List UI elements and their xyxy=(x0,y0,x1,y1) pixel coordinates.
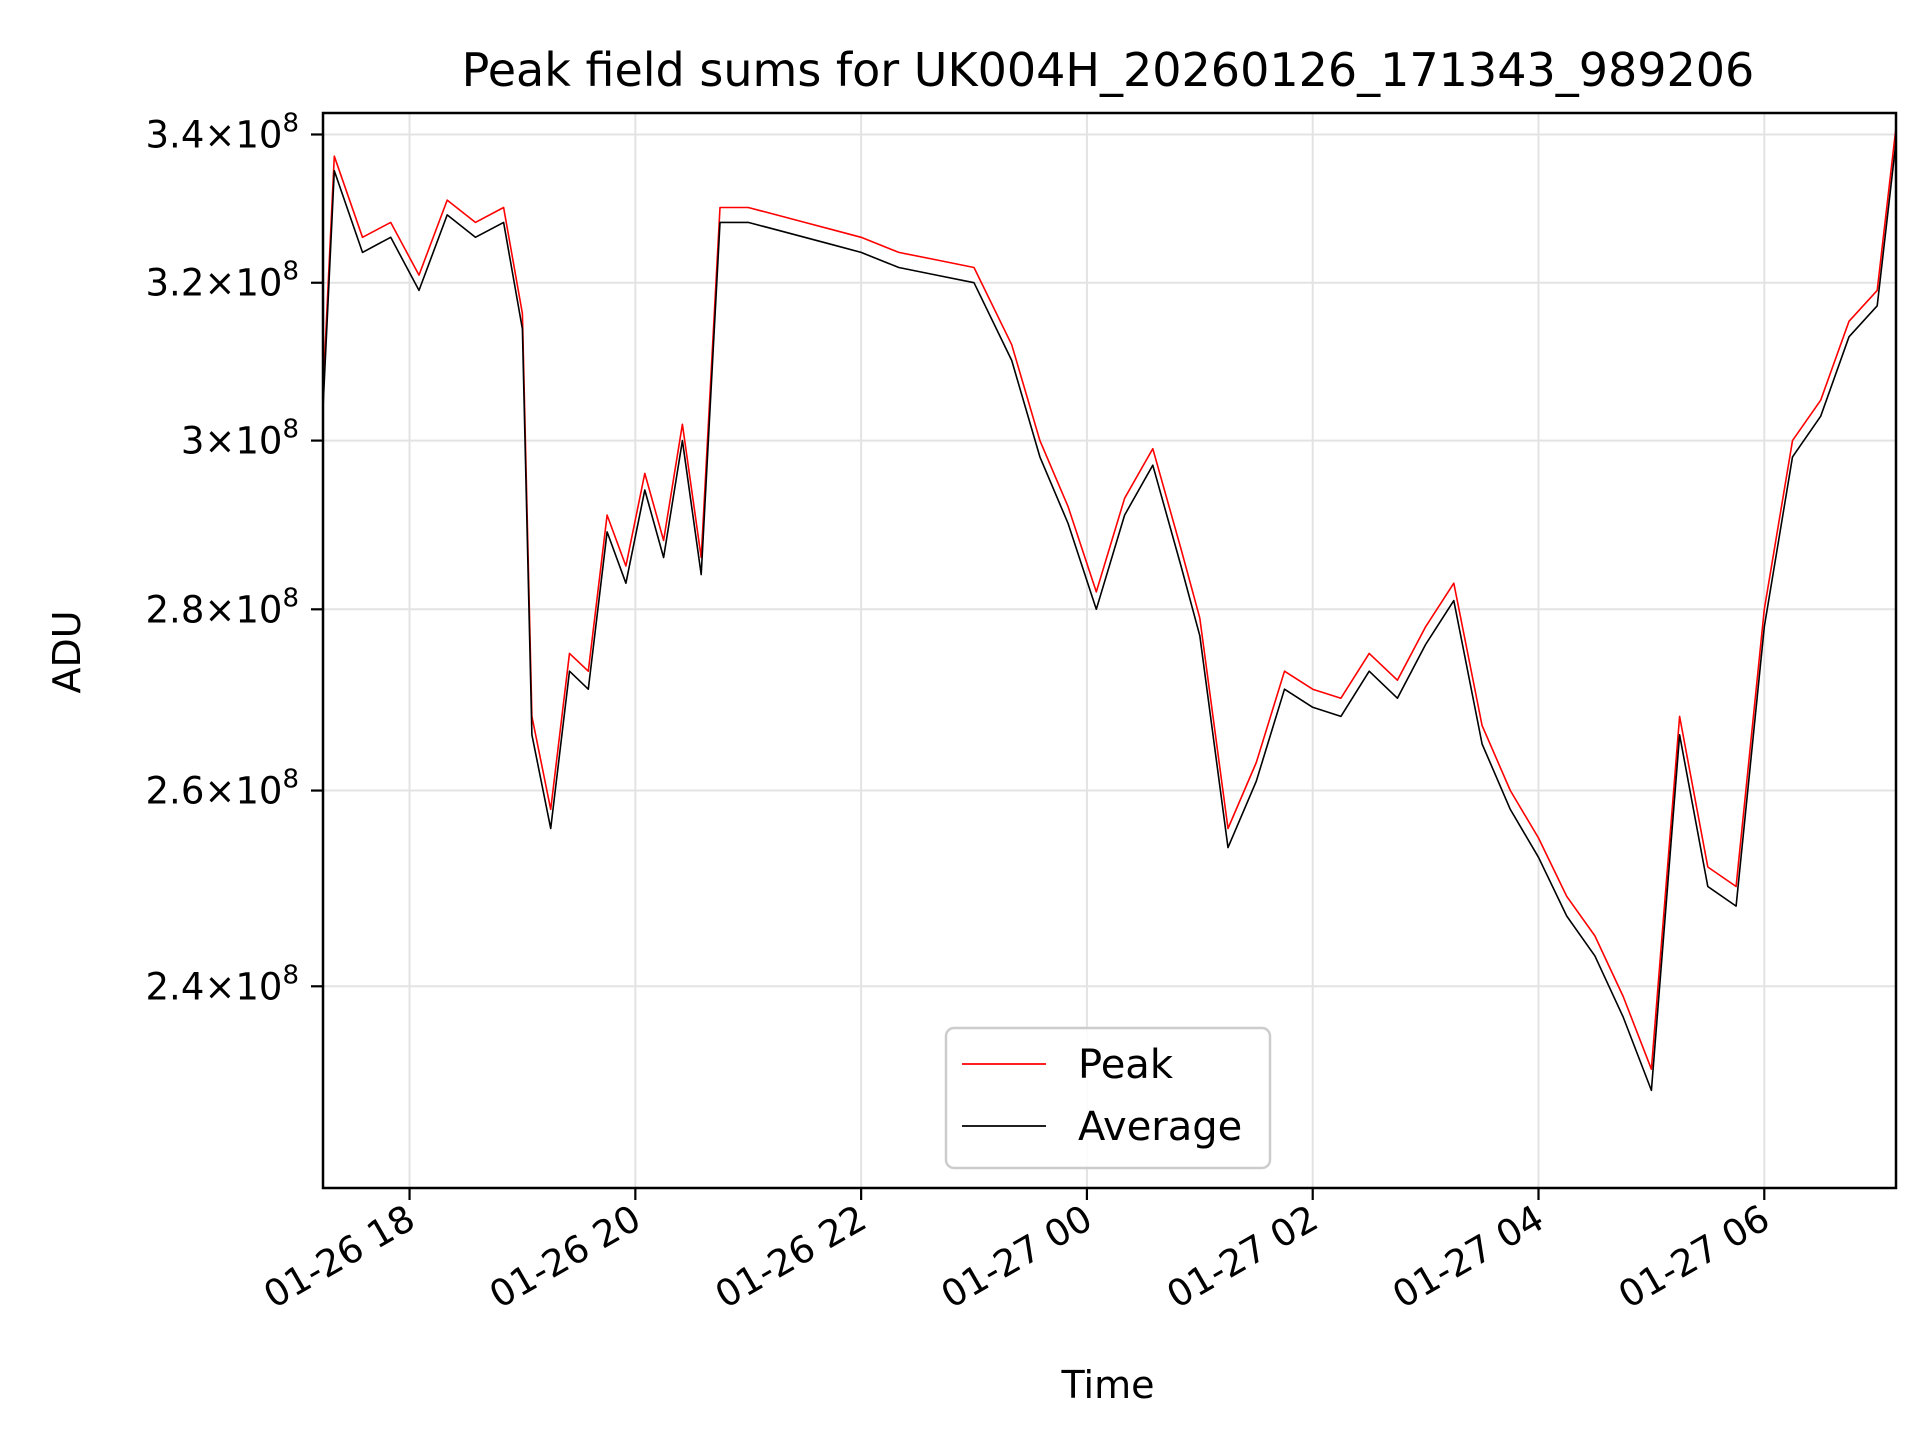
y-tick-label: 2.6×108 xyxy=(146,765,299,813)
series-layer xyxy=(323,127,1896,1092)
series-line-peak xyxy=(323,127,1896,1070)
y-tick-label: 3×108 xyxy=(181,415,299,463)
plot-frame xyxy=(321,111,1898,1190)
legend-label-peak: Peak xyxy=(1078,1042,1174,1088)
legend-box xyxy=(944,1026,1272,1170)
y-tick-label: 2.8×108 xyxy=(146,583,299,631)
series-line-average xyxy=(323,141,1896,1092)
y-tick-label: 3.2×108 xyxy=(146,257,299,305)
y-tick-label: 2.4×108 xyxy=(146,960,299,1008)
y-axis-title: ADU xyxy=(45,610,89,693)
chart-title: Peak field sums for UK004H_20260126_1713… xyxy=(462,43,1755,97)
y-tick-label: 3.4×108 xyxy=(146,108,299,156)
grid-layer xyxy=(323,113,1896,1188)
x-axis-title: Time xyxy=(1061,1363,1155,1407)
legend: Peak Average xyxy=(944,1026,1272,1170)
legend-label-average: Average xyxy=(1078,1104,1242,1150)
